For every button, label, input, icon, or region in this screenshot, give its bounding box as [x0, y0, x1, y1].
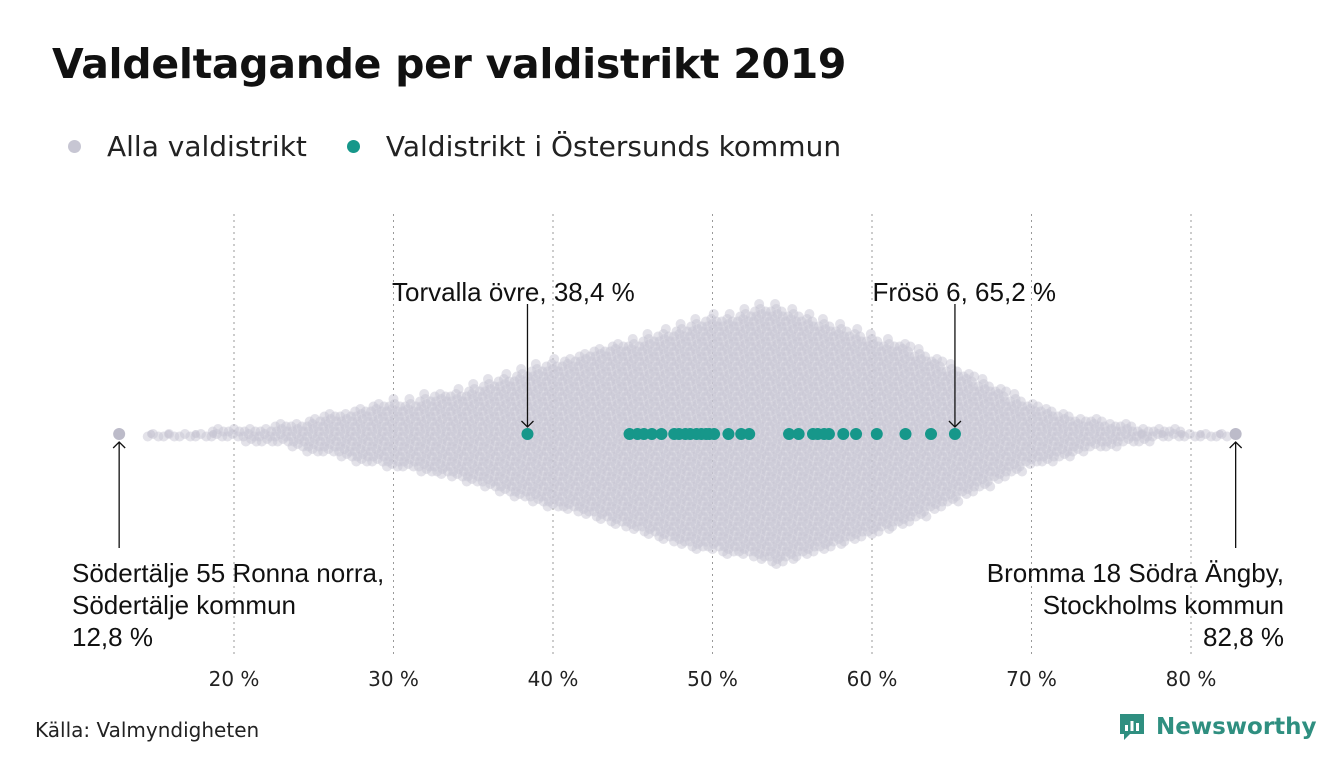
swarm-point: [985, 481, 996, 492]
swarm-point: [804, 309, 815, 319]
swarm-point: [937, 356, 948, 367]
ostersund-point: [948, 428, 961, 440]
swarm-point: [690, 314, 701, 324]
annotation-text: Södertälje 55 Ronna norra,: [72, 558, 384, 588]
ostersund-point: [899, 428, 912, 440]
swarm-point: [787, 304, 798, 314]
legend: Alla valdistrikt Valdistrikt i Östersund…: [68, 130, 881, 163]
swarm-point: [501, 369, 512, 379]
chart-title: Valdeltagande per valdistrikt 2019: [52, 40, 847, 88]
swarm-point: [164, 430, 173, 438]
swarm-point: [642, 329, 653, 339]
swarm-point: [835, 319, 846, 329]
source-note: Källa: Valmyndigheten: [35, 718, 260, 742]
x-axis-tick-labels: 20 % 30 % 40 % 50 % 60 % 70 % 80 %: [209, 667, 1217, 691]
ostersund-point: [743, 428, 756, 440]
x-tick-label: 30 %: [368, 667, 419, 691]
swarm-point: [724, 309, 735, 319]
annotation-text: 12,8 %: [72, 622, 153, 652]
x-tick-label: 80 %: [1166, 667, 1217, 691]
ostersund-point: [783, 428, 796, 440]
swarm-point: [675, 319, 686, 329]
swarm-point: [660, 324, 671, 334]
brand-name: Newsworthy: [1156, 714, 1317, 740]
swarm-point: [953, 496, 964, 507]
annotation-text: Frösö 6, 65,2 %: [872, 277, 1056, 307]
swarm-point: [945, 359, 956, 369]
swarm-point: [404, 394, 415, 404]
annotation-text: Bromma 18 Södra Ängby,: [987, 558, 1284, 588]
annotations: Torvalla övre, 38,4 % Frösö 6, 65,2 % Söde…: [72, 277, 1284, 652]
ostersund-point: [925, 428, 938, 440]
swarm-point: [147, 430, 156, 438]
ostersund-point: [655, 428, 668, 440]
swarm-point: [453, 384, 464, 394]
ostersund-point: [837, 428, 850, 440]
swarm-point: [969, 371, 980, 382]
swarm-point: [852, 324, 863, 334]
ostersund-point: [822, 428, 835, 440]
all-districts-swarm: [113, 299, 1242, 569]
swarm-point: [1215, 430, 1224, 438]
swarm-point: [913, 344, 924, 354]
swarm-point: [708, 309, 719, 319]
swarm-point: [1158, 430, 1167, 438]
swarm-point: [549, 354, 560, 364]
swarm-point: [882, 334, 893, 344]
legend-dot-all: [68, 140, 81, 153]
extreme-point: [1229, 428, 1242, 440]
swarm-point: [516, 364, 527, 374]
swarm-point: [419, 389, 430, 399]
swarm-point: [1009, 389, 1020, 399]
swarm-point: [1222, 431, 1233, 442]
swarm-point: [905, 341, 916, 352]
annotation-text: Torvalla övre, 38,4 %: [392, 277, 635, 307]
ostersund-point: [722, 428, 735, 440]
legend-item-ostersund: Valdistrikt i Östersunds kommun: [346, 130, 842, 163]
swarm-point: [191, 430, 200, 438]
legend-dot-ostersund: [346, 140, 360, 153]
x-tick-label: 20 %: [209, 667, 260, 691]
swarm-point: [483, 374, 493, 384]
newsworthy-logo-icon: [1120, 714, 1144, 740]
annotation-text: 82,8 %: [1203, 622, 1284, 652]
x-tick-label: 50 %: [687, 667, 738, 691]
brand: Newsworthy: [1118, 712, 1317, 742]
legend-item-all: Alla valdistrikt: [68, 130, 307, 163]
ostersund-point: [708, 428, 721, 440]
swarm-point: [1137, 430, 1146, 438]
ostersund-point: [850, 428, 863, 440]
swarm-point: [1017, 466, 1028, 477]
swarm-point: [865, 329, 876, 339]
swarm-point: [209, 430, 218, 438]
swarm-point: [817, 314, 828, 324]
legend-label-ostersund: Valdistrikt i Östersunds kommun: [385, 130, 842, 163]
swarm-point: [977, 374, 988, 384]
swarm-point: [1001, 386, 1012, 397]
swarm-point: [1196, 430, 1205, 438]
beeswarm-chart: Torvalla övre, 38,4 % Frösö 6, 65,2 % Söde…: [72, 214, 1284, 691]
swarm-point: [1177, 430, 1186, 438]
x-gridlines: [233, 214, 1192, 655]
swarm-point: [627, 334, 638, 344]
x-tick-label: 60 %: [847, 667, 898, 691]
swarm-point: [739, 304, 750, 314]
swarm-point: [770, 299, 781, 309]
ostersund-point: [645, 428, 658, 440]
swarm-point: [530, 359, 541, 369]
swarm-point: [388, 394, 399, 404]
swarm-point: [754, 299, 765, 309]
swarm-point: [468, 379, 479, 389]
swarm-point: [921, 511, 932, 522]
ostersund-point: [521, 428, 534, 440]
x-tick-label: 40 %: [528, 667, 579, 691]
ostersund-point: [870, 428, 883, 440]
legend-label-all: Alla valdistrikt: [107, 130, 307, 163]
x-tick-label: 70 %: [1006, 667, 1057, 691]
extreme-point: [113, 428, 126, 440]
annotation-text: Södertälje kommun: [72, 590, 296, 620]
annotation-text: Stockholms kommun: [1043, 590, 1284, 620]
ostersund-point: [792, 428, 805, 440]
ostersund-points: [521, 428, 961, 440]
